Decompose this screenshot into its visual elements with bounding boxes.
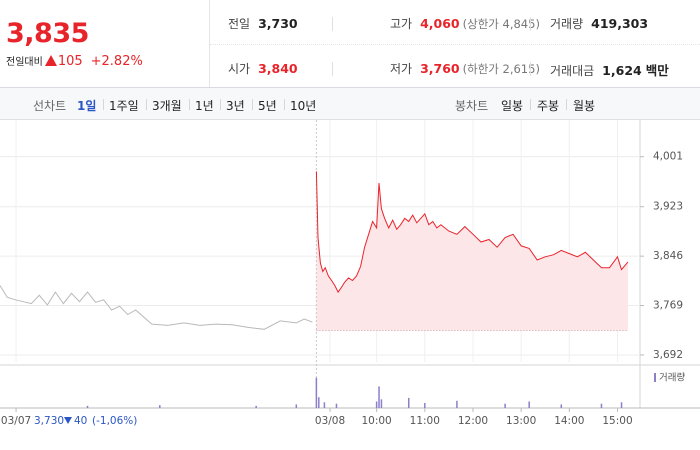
prev-change: 40 xyxy=(74,415,87,427)
y-tick-label: 3,692 xyxy=(653,349,683,361)
down-arrow xyxy=(64,417,72,424)
legend-swatch xyxy=(654,373,656,382)
y-tick-label: 3,769 xyxy=(653,300,683,312)
info-unit: 백만 xyxy=(645,63,669,78)
x-tick-label: 11:00 xyxy=(410,415,440,427)
volume-bar xyxy=(560,404,563,408)
x-tick-label: 03/07 xyxy=(1,415,31,427)
x-tick-label: 15:00 xyxy=(602,415,632,427)
volume-bar xyxy=(323,402,326,408)
up-arrow xyxy=(44,55,57,66)
price-line xyxy=(315,171,629,294)
price-line xyxy=(0,285,313,330)
period-tab[interactable]: 3개월 xyxy=(152,99,182,113)
header: 3,835 전일대비 105 +2.82% 전일 3,730 고가 4,060 (상한가 4… xyxy=(0,0,700,88)
info-cell: 전일 3,730 xyxy=(228,15,298,35)
info-value: 3,760 xyxy=(420,61,460,76)
info-label: 시가 xyxy=(228,62,251,76)
quote: 3,835 전일대비 105 +2.82% xyxy=(0,0,210,87)
price: 3,835 xyxy=(6,18,89,49)
tab-separator xyxy=(103,99,104,110)
period-tab[interactable]: 1년 xyxy=(195,99,214,113)
tab-caption: 봉차트 xyxy=(455,99,489,113)
info-grid: 전일 3,730 고가 4,060 (상한가 4,845) 거래량 419,303 시가 3,8… xyxy=(210,0,700,87)
prev-close: 3,730 xyxy=(34,415,64,427)
separator xyxy=(530,62,531,76)
info-cell: 시가 3,840 xyxy=(228,60,298,80)
tab-separator xyxy=(252,99,253,110)
prev-rate: (-1,06%) xyxy=(92,415,137,427)
period-tab[interactable]: 1주일 xyxy=(109,99,139,113)
tab-caption: 선차트 xyxy=(33,99,67,113)
volume-bar xyxy=(86,405,89,408)
info-label: 저가 xyxy=(390,62,413,76)
period-tab[interactable]: 1일 xyxy=(77,99,97,113)
tab-separator xyxy=(146,99,147,110)
info-value: 3,730 xyxy=(258,16,298,31)
x-tick-label: 10:00 xyxy=(361,415,391,427)
info-label: 고가 xyxy=(390,17,413,31)
chart: 4,001 3,923 3,846 3,769 3,692 03/07 03/08 10:00… xyxy=(0,120,700,427)
area xyxy=(316,171,628,331)
volume-bar xyxy=(378,386,380,408)
volume-bar xyxy=(620,402,623,408)
volume-bar xyxy=(600,403,603,408)
x-tick-label: 14:00 xyxy=(554,415,584,427)
change-label: 전일대비 xyxy=(6,57,43,68)
tab-separator xyxy=(284,99,285,110)
y-tick-label: 3,846 xyxy=(653,250,683,262)
info-label: 거래량 xyxy=(550,17,584,31)
volume-bar xyxy=(318,397,320,408)
info-label: 전일 xyxy=(228,17,251,31)
volume-bar xyxy=(335,403,338,408)
info-note: (상한가 4,845) xyxy=(462,17,540,31)
x-tick-label: 12:00 xyxy=(458,415,488,427)
candle-tab[interactable]: 일봉 xyxy=(501,99,524,113)
period-tab[interactable]: 3년 xyxy=(226,99,245,113)
change-value: 105 xyxy=(57,54,83,69)
change-rate: +2.82% xyxy=(90,54,143,69)
info-cell: 저가 3,760 (하한가 2,615) xyxy=(390,60,540,80)
info-note: (하한가 2,615) xyxy=(462,62,540,76)
info-cell: 거래대금 1,624 백만 xyxy=(550,60,669,80)
period-tab[interactable]: 10년 xyxy=(290,99,317,113)
info-cell: 고가 4,060 (상한가 4,845) xyxy=(390,15,540,35)
info-label: 거래대금 xyxy=(550,64,595,78)
tab-separator xyxy=(530,99,531,110)
y-tick-label: 3,923 xyxy=(653,201,683,213)
volume-bar xyxy=(456,400,458,408)
volume-bar xyxy=(159,405,161,408)
info-value: 4,060 xyxy=(420,16,460,31)
x-tick-label: 13:00 xyxy=(506,415,536,427)
tab-separator xyxy=(189,99,190,110)
volume-bar xyxy=(295,404,298,408)
x-tick-label: 03/08 xyxy=(315,415,345,427)
separator xyxy=(332,62,333,76)
volume-bar xyxy=(528,401,530,408)
volume-bar xyxy=(504,403,506,408)
legend-label: 거래량 xyxy=(659,372,685,384)
divider xyxy=(210,44,700,45)
separator xyxy=(332,17,333,31)
volume-bar xyxy=(255,405,257,408)
volume-bar xyxy=(315,377,318,408)
tab-separator xyxy=(566,99,567,110)
volume-bar xyxy=(375,401,378,408)
change: 전일대비 105 +2.82% xyxy=(6,53,143,69)
candle-tab[interactable]: 주봉 xyxy=(537,99,560,113)
volume-bar xyxy=(424,402,426,408)
info-value: 419,303 xyxy=(591,16,649,31)
volume-bar xyxy=(380,399,383,408)
candle-tab[interactable]: 월봉 xyxy=(573,99,596,113)
period-tab[interactable]: 5년 xyxy=(258,99,277,113)
tab-separator xyxy=(220,99,221,110)
volume-bar xyxy=(407,397,410,408)
info-cell: 거래량 419,303 xyxy=(550,15,648,35)
info-value: 1,624 xyxy=(602,63,642,78)
separator xyxy=(530,17,531,31)
y-tick-label: 4,001 xyxy=(653,151,683,163)
tab-bar: 선차트 1일 1주일 3개월 1년 3년 5년 10년 봉차트 일봉 주봉 월봉 xyxy=(0,88,700,120)
info-value: 3,840 xyxy=(258,61,298,76)
